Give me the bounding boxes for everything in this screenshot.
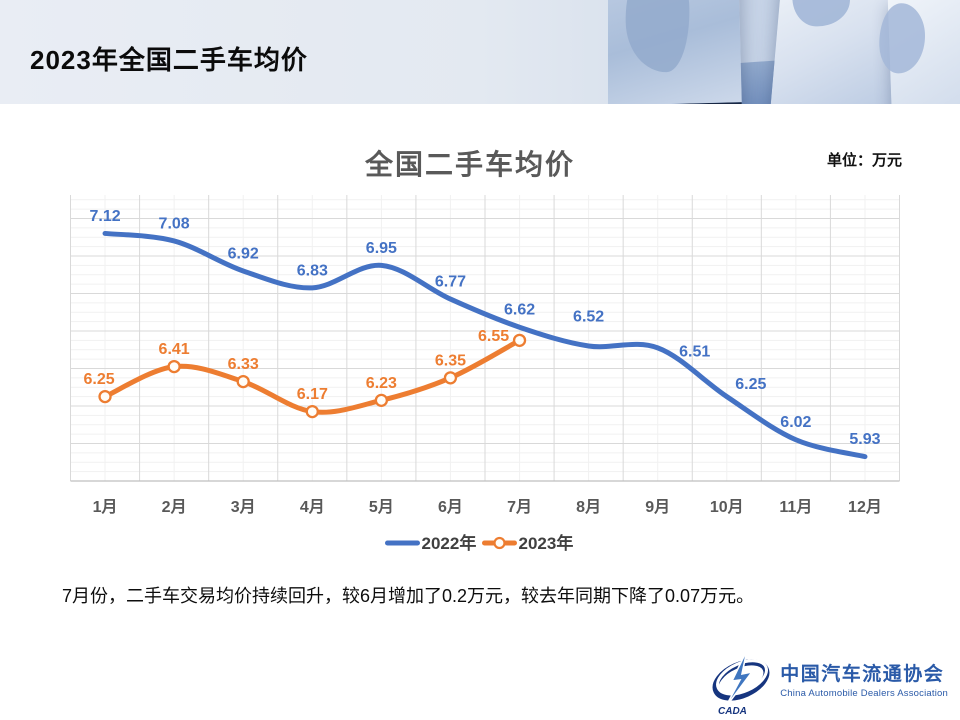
x-tick-label: 9月 <box>645 498 670 516</box>
data-point-marker <box>98 389 112 404</box>
organization-name-zh: 中国汽车流通协会 <box>780 664 945 686</box>
data-label: 6.33 <box>228 356 259 373</box>
series-line-2022年 <box>102 230 868 460</box>
data-label: 5.93 <box>849 431 880 448</box>
x-tick-label: 7月 <box>507 498 532 516</box>
summary-text: 7月份，二手车交易均价持续回升，较6月增加了0.2万元，较去年同期下降了0.07… <box>62 586 755 606</box>
data-label: 6.51 <box>679 343 710 360</box>
data-label: 6.92 <box>228 245 259 262</box>
globe-cubes-decoration <box>608 0 960 104</box>
legend-marker <box>493 536 506 550</box>
organization-name: 中国汽车流通协会 China Automobile Dealers Associ… <box>780 664 948 699</box>
legend-label: 2022年 <box>422 533 477 553</box>
data-label: 6.52 <box>573 308 604 325</box>
data-label: 6.77 <box>435 274 466 291</box>
data-labels-2023年: 6.25 6.41 6.33 6.17 6.23 6.35 6.55 <box>83 328 509 403</box>
x-tick-label: 1月 <box>93 498 118 516</box>
data-point-marker <box>305 404 319 419</box>
data-label: 6.17 <box>297 386 328 403</box>
header-banner: 2023年全国二手车均价 <box>0 0 960 104</box>
data-point-marker <box>443 371 458 385</box>
data-label: 7.12 <box>89 208 120 225</box>
x-tick-label: 10月 <box>710 498 744 516</box>
page-title: 2023年全国二手车均价 <box>30 45 308 75</box>
data-label: 6.25 <box>83 371 114 388</box>
data-labels-2022年: 7.12 7.08 6.92 6.83 6.95 6.77 6.62 6.52 6.51 6.25… <box>89 208 880 448</box>
x-tick-label: 2月 <box>162 498 187 516</box>
unit-label: 单位：万元 <box>826 152 902 169</box>
organization-name-en: China Automobile Dealers Association <box>780 687 948 699</box>
data-point-marker <box>167 359 181 374</box>
data-label: 7.08 <box>159 215 190 232</box>
x-tick-label: 5月 <box>369 498 394 516</box>
x-tick-label: 11月 <box>779 498 812 516</box>
x-tick-label: 6月 <box>438 498 463 516</box>
data-label: 6.35 <box>435 352 466 369</box>
legend-label: 2023年 <box>519 533 574 553</box>
series-2023年 <box>98 333 527 419</box>
cada-acronym: CADA <box>718 706 747 716</box>
data-point-marker <box>374 393 389 408</box>
x-tick-label: 4月 <box>300 498 325 516</box>
data-label: 6.41 <box>159 341 190 358</box>
chart-legend: 2022年 2023年 <box>385 533 574 553</box>
series-2022年 <box>102 230 868 460</box>
data-label: 6.23 <box>366 375 397 392</box>
data-label: 6.62 <box>504 302 535 319</box>
data-point-marker <box>236 374 250 389</box>
data-label: 6.83 <box>297 262 328 279</box>
cada-logo-icon: CADA <box>712 649 770 716</box>
data-label: 6.55 <box>478 328 509 345</box>
x-tick-label: 8月 <box>576 498 601 516</box>
data-label: 6.02 <box>780 414 811 431</box>
data-point-marker <box>512 333 527 347</box>
organization-logo: CADA 中国汽车流通协会 China Automobile Dealers A… <box>708 648 948 716</box>
chart-title: 全国二手车均价 <box>364 149 575 180</box>
x-tick-label: 3月 <box>231 498 256 516</box>
x-axis-labels: 1月 2月 3月 4月 5月 6月 7月 8月 9月 10月 11月 12月 <box>93 498 882 516</box>
x-tick-label: 12月 <box>848 498 882 516</box>
data-label: 6.95 <box>366 240 397 257</box>
data-label: 6.25 <box>735 376 766 393</box>
